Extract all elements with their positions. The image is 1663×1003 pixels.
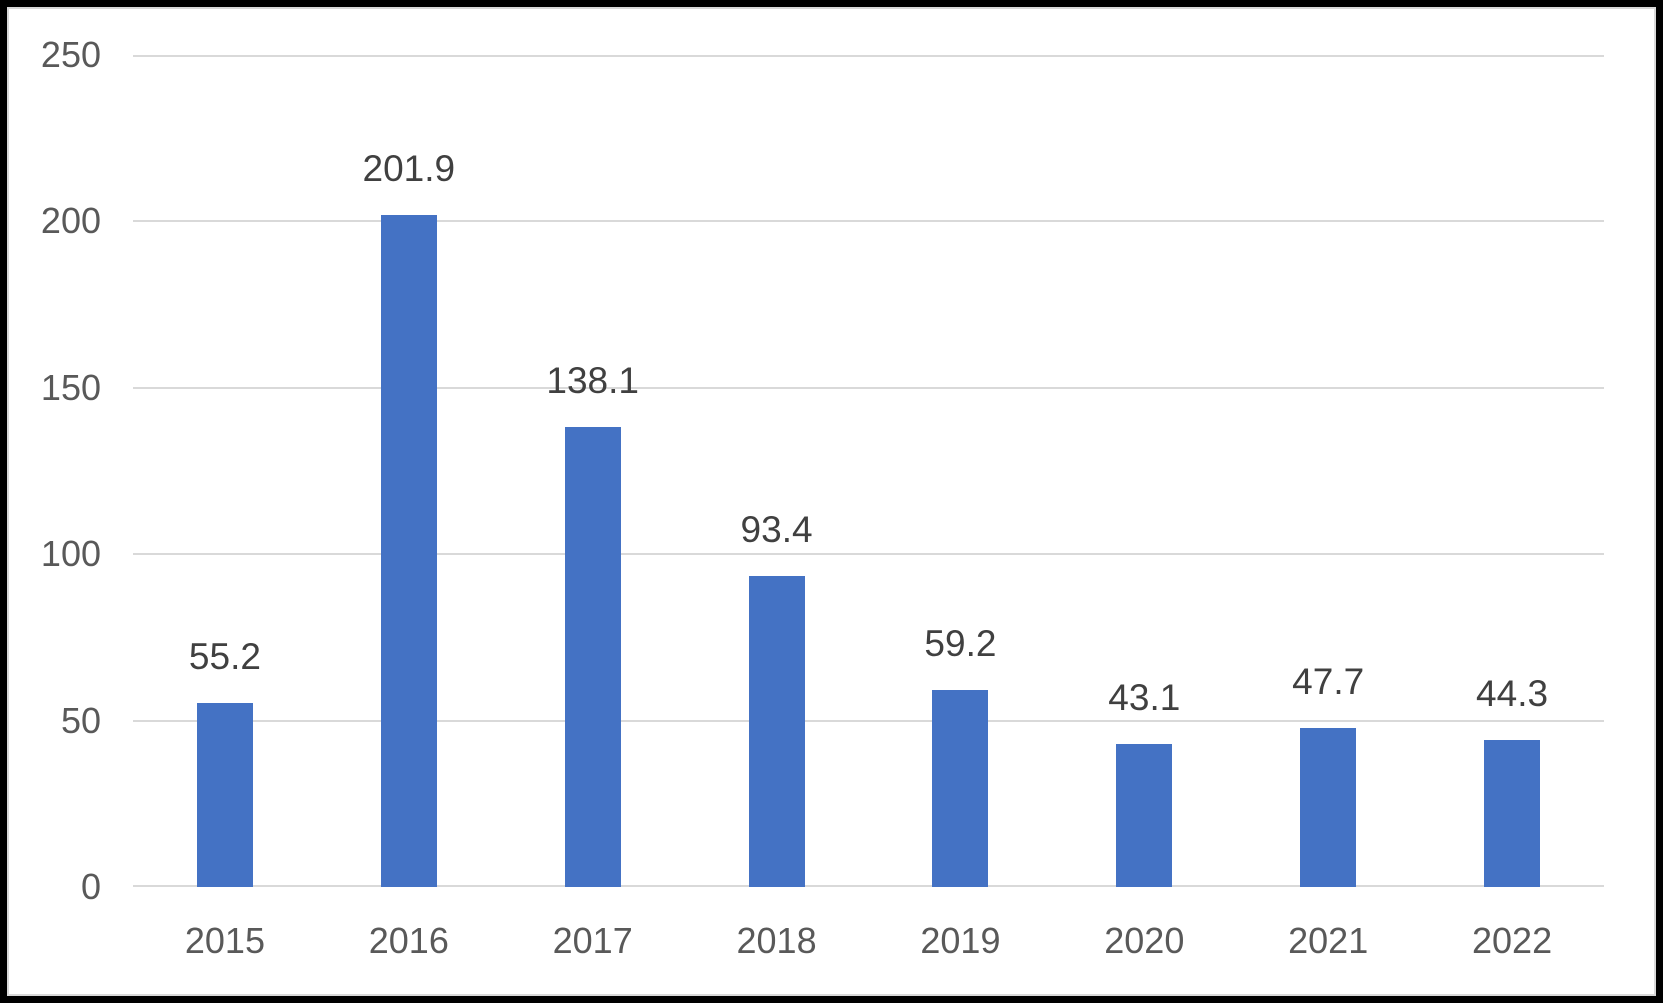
gridline	[133, 55, 1604, 57]
bar-2020	[1116, 743, 1173, 887]
x-axis-tick-label: 2022	[1472, 920, 1553, 961]
gridline	[133, 220, 1604, 223]
bar-2015	[196, 703, 253, 887]
x-axis-tick-label: 2017	[552, 920, 633, 961]
x-axis-tick-label: 2021	[1288, 920, 1369, 961]
gridline	[133, 885, 1604, 887]
x-axis-tick-label: 2016	[368, 920, 449, 961]
bar-2017	[564, 427, 621, 887]
bar-2016	[380, 215, 437, 887]
plot-area: 0 50 100 150 200 250 55.2 2015 201.9 2016 138.1 201…	[41, 37, 1604, 959]
gridline	[133, 386, 1604, 389]
bar-2022	[1484, 739, 1541, 887]
bar-2018	[748, 576, 805, 887]
y-axis-tick-label: 50	[60, 699, 101, 741]
chart-area: 0 50 100 150 200 250 55.2 2015 201.9 2016 138.1 201…	[7, 7, 1656, 996]
y-axis-tick-label: 150	[40, 366, 101, 408]
bar-data-label: 201.9	[362, 148, 456, 190]
gridline	[133, 719, 1604, 722]
y-axis-tick-label: 100	[40, 533, 101, 575]
gridline	[133, 553, 1604, 556]
bar-data-label: 44.3	[1476, 672, 1549, 714]
y-axis-tick-label: 250	[40, 34, 101, 75]
bar-data-label: 47.7	[1292, 661, 1365, 703]
x-axis-tick-label: 2018	[736, 920, 817, 961]
bar-data-label: 55.2	[188, 636, 261, 678]
bar-data-label: 138.1	[546, 360, 639, 402]
y-axis-tick-label: 0	[80, 866, 101, 907]
bar-data-label: 59.2	[924, 622, 997, 664]
bar-data-label: 93.4	[740, 509, 813, 551]
bar-data-label: 43.1	[1108, 676, 1181, 718]
x-axis-tick-label: 2019	[920, 920, 1001, 961]
x-axis-tick-label: 2015	[184, 920, 265, 961]
x-axis-tick-label: 2020	[1104, 920, 1185, 961]
y-axis-tick-label: 200	[40, 200, 101, 242]
bar-2019	[932, 689, 989, 887]
bar-2021	[1300, 728, 1357, 887]
